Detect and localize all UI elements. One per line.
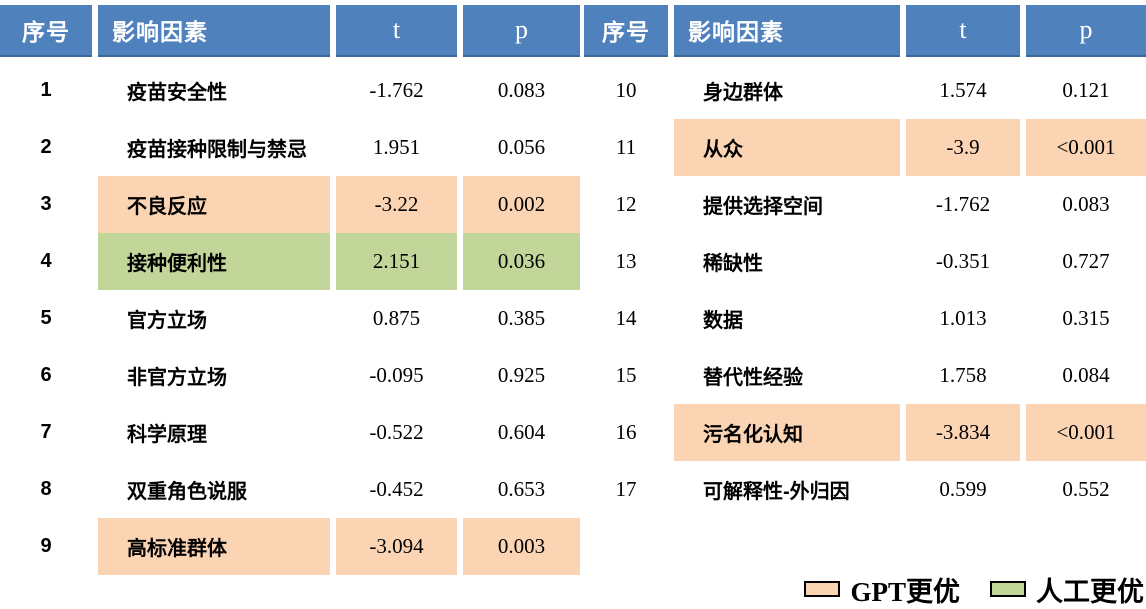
row-index-cell: 5 [40, 307, 52, 329]
factor-table-left: 序号 影响因素 t p 1 疫苗安全性 -1.762 0.083 2 疫苗接种限制与禁忌 1… [0, 5, 580, 575]
header-t-cell: t [336, 5, 457, 57]
factor-cell: 可解释性-外归因 [703, 481, 850, 503]
header-p-cell: p [463, 5, 580, 57]
row-index-cell: 2 [40, 136, 52, 158]
factor-cell: 疫苗安全性 [127, 82, 227, 104]
p-value-cell: 0.003 [463, 518, 580, 575]
row-index-cell: 12 [615, 192, 637, 216]
p-value-cell: 0.083 [497, 78, 546, 102]
t-value-cell: 1.951 [372, 135, 421, 159]
row-index-cell: 13 [615, 249, 637, 273]
t-value-cell: 0.599 [939, 477, 987, 501]
t-value-cell: -0.351 [935, 249, 991, 273]
t-value-cell: 1.574 [939, 78, 987, 102]
row-index-cell: 16 [615, 420, 637, 444]
p-value-cell: 0.604 [497, 420, 546, 444]
factor-cell: 科学原理 [127, 424, 207, 446]
t-value-cell: 0.875 [372, 306, 421, 330]
row-index-cell: 11 [615, 135, 637, 159]
factor-cell: 不良反应 [98, 176, 330, 233]
t-value-cell: 2.151 [336, 233, 457, 290]
row-index-cell: 8 [40, 478, 52, 500]
t-value-cell: -3.834 [906, 404, 1020, 461]
t-value-cell: -3.22 [336, 176, 457, 233]
row-index-cell: 7 [40, 421, 52, 443]
factor-cell: 替代性经验 [703, 367, 803, 389]
p-value-cell: 0.036 [463, 233, 580, 290]
t-value-cell: -0.522 [369, 420, 424, 444]
p-value-cell: 0.121 [1062, 78, 1110, 102]
factor-cell: 高标准群体 [98, 518, 330, 575]
row-index-cell: 15 [615, 363, 637, 387]
t-value-cell: 1.013 [939, 306, 987, 330]
p-value-cell: 0.315 [1062, 306, 1110, 330]
row-index-cell: 6 [40, 364, 52, 386]
row-index-cell: 3 [40, 193, 52, 215]
p-value-cell: 0.002 [463, 176, 580, 233]
gpt-color-swatch [804, 581, 841, 597]
factor-cell: 接种便利性 [98, 233, 330, 290]
t-value-cell: -1.762 [369, 78, 424, 102]
t-value-cell: -1.762 [935, 192, 991, 216]
p-value-cell: 0.727 [1062, 249, 1110, 273]
p-value-cell: <0.001 [1026, 119, 1146, 176]
p-value-cell: 0.925 [497, 363, 546, 387]
p-value-cell: 0.385 [497, 306, 546, 330]
header-factor-cell: 影响因素 [98, 5, 330, 57]
header-t-cell: t [906, 5, 1020, 57]
header-index-cell: 序号 [584, 5, 668, 57]
factor-cell: 污名化认知 [674, 404, 900, 461]
row-index-cell: 17 [615, 477, 637, 501]
factor-cell: 双重角色说服 [127, 481, 247, 503]
factor-table-right: 序号 影响因素 t p 10 身边群体 1.574 0.121 11 从众 -3.9 <0.0… [584, 5, 1146, 518]
t-value-cell: -3.9 [906, 119, 1020, 176]
row-index-cell: 10 [615, 78, 637, 102]
t-value-cell: 1.758 [939, 363, 987, 387]
t-value-cell: -0.452 [369, 477, 424, 501]
factor-cell: 疫苗接种限制与禁忌 [127, 139, 307, 161]
legend-item-human: 人工更优 [990, 570, 1144, 609]
row-index-cell: 14 [615, 306, 637, 330]
p-value-cell: 0.084 [1062, 363, 1110, 387]
header-p-cell: p [1026, 5, 1146, 57]
factor-cell: 从众 [674, 119, 900, 176]
header-factor-cell: 影响因素 [674, 5, 900, 57]
factor-cell: 官方立场 [127, 310, 207, 332]
p-value-cell: 0.653 [497, 477, 546, 501]
p-value-cell: 0.056 [497, 135, 546, 159]
legend-item-gpt: GPT更优 [804, 570, 960, 609]
p-value-cell: <0.001 [1026, 404, 1146, 461]
row-index-cell: 1 [40, 79, 52, 101]
factor-cell: 非官方立场 [127, 367, 227, 389]
row-index-cell: 4 [40, 250, 52, 272]
human-color-swatch [990, 581, 1026, 597]
t-value-cell: -3.094 [336, 518, 457, 575]
legend-label-human: 人工更优 [1036, 576, 1144, 607]
factor-cell: 稀缺性 [703, 253, 763, 275]
p-value-cell: 0.083 [1062, 192, 1110, 216]
row-index-cell: 9 [40, 535, 52, 557]
p-value-cell: 0.552 [1062, 477, 1110, 501]
legend-label-gpt: GPT更优 [850, 576, 960, 607]
factor-cell: 数据 [703, 310, 743, 332]
t-value-cell: -0.095 [369, 363, 424, 387]
factor-cell: 身边群体 [703, 82, 783, 104]
legend: GPT更优 人工更优 [804, 570, 1144, 609]
header-index-cell: 序号 [0, 5, 92, 57]
factor-cell: 提供选择空间 [703, 196, 823, 218]
